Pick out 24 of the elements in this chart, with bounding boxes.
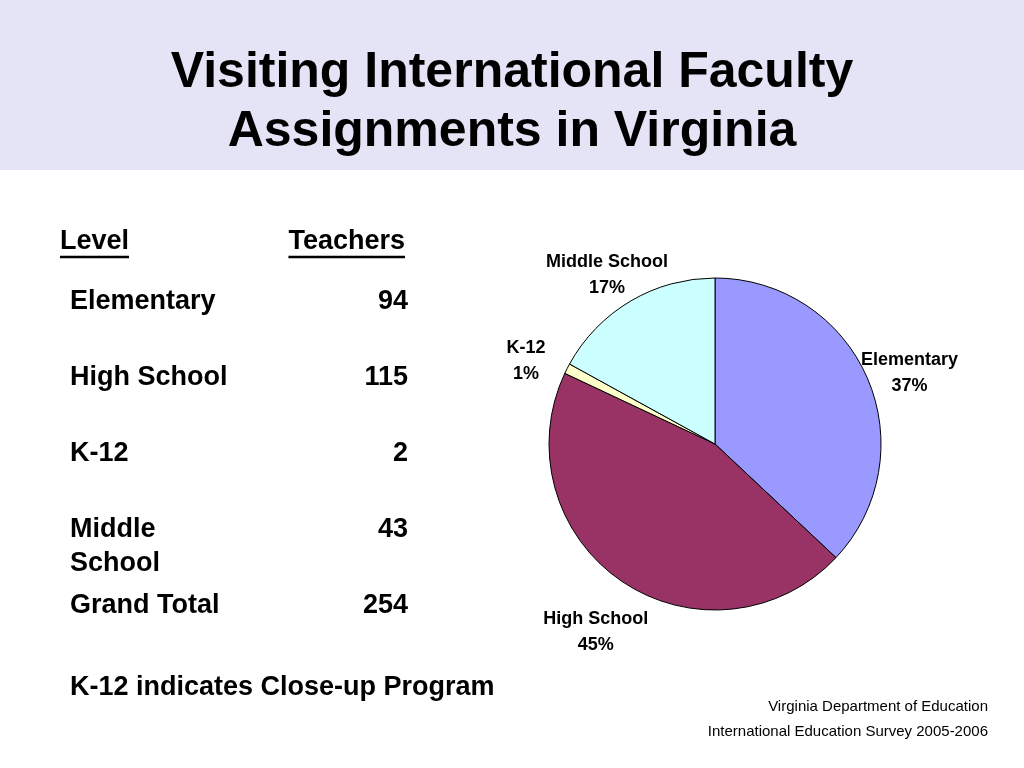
text: Teachers: [288, 225, 405, 255]
category-label: Middle School: [70, 513, 161, 577]
text: K-12 indicates Close-up Program: [70, 671, 495, 701]
text: International Education Survey 2005-2006: [707, 722, 988, 739]
slice-label: K-12: [506, 336, 546, 357]
data-label: 2: [392, 437, 408, 467]
category-label: Elementary: [70, 285, 216, 315]
data-label: 37%: [891, 374, 928, 395]
data-label: 43: [377, 513, 408, 543]
category-label: K-12: [70, 437, 129, 467]
slice-label: High School: [543, 608, 649, 629]
data-label: 115: [364, 361, 408, 391]
data-label: 17%: [589, 276, 626, 297]
data-label: 1%: [513, 362, 540, 383]
slice-label: Elementary: [861, 348, 959, 369]
text: Level: [60, 225, 130, 255]
slice-label: Middle School: [546, 250, 669, 271]
data-label: 45%: [577, 634, 614, 655]
text: Grand Total: [70, 589, 220, 619]
data-label: 94: [377, 285, 408, 315]
text: Visiting International Faculty Assignments in Virginia: [170, 42, 854, 157]
text: 254: [362, 589, 408, 619]
text: Virginia Department of Education: [768, 697, 988, 714]
category-label: High School: [70, 361, 228, 391]
